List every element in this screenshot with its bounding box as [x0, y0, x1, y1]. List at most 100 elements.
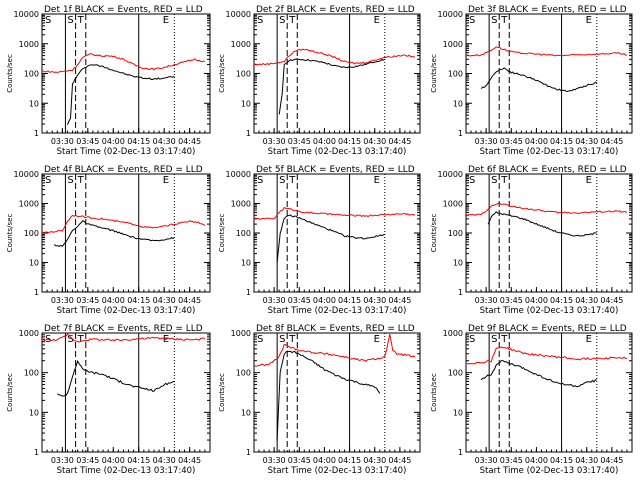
region-letter-e: E [163, 175, 169, 186]
y-tick-label: 1000 [231, 329, 251, 338]
x-axis-label: Start Time (02-Dec-13 03:17:40) [268, 147, 407, 157]
y-tick-label: 10000 [226, 170, 251, 179]
x-tick-label: 04:15 [127, 296, 150, 305]
x-tick-label: 03:45 [500, 456, 523, 465]
events-series-line [480, 67, 597, 93]
y-tick-label: 100 [24, 229, 39, 238]
region-letter-t: T [500, 175, 508, 186]
y-tick-label: 10000 [438, 170, 463, 179]
x-tick-label: 04:30 [153, 456, 176, 465]
region-letter-e: E [586, 175, 592, 186]
region-letter-e: E [586, 15, 592, 26]
y-axis-label: Counts/sec [218, 214, 226, 253]
panel-title: Det 9f BLACK = Events, RED = LLD [468, 324, 627, 334]
plot-frame [41, 13, 211, 134]
x-tick-label: 04:45 [388, 296, 411, 305]
y-tick-label: 1 [34, 288, 39, 297]
x-tick-label: 04:45 [600, 456, 623, 465]
x-tick-label: 04:30 [363, 456, 386, 465]
x-tick-label: 03:30 [263, 137, 286, 146]
x-tick-label: 04:15 [550, 137, 573, 146]
lld-series-line [465, 46, 628, 57]
x-tick-label: 04:15 [338, 296, 361, 305]
events-series-line [57, 360, 175, 397]
x-tick-label: 04:00 [102, 137, 125, 146]
y-tick-label: 1000 [443, 40, 463, 49]
plot-frame [253, 13, 421, 134]
y-axis-label: Counts/sec [6, 214, 14, 253]
region-letter-e: E [374, 15, 380, 26]
panel-title: Det 3f BLACK = Events, RED = LLD [468, 5, 627, 15]
region-letter-e: E [374, 175, 380, 186]
x-tick-label: 04:45 [388, 456, 411, 465]
y-tick-label: 10000 [14, 10, 39, 19]
x-axis-label: Start Time (02-Dec-13 03:17:40) [57, 147, 196, 157]
y-axis-label: Counts/sec [430, 54, 438, 93]
y-tick-label: 1 [458, 448, 463, 457]
y-tick-label: 100 [236, 369, 251, 378]
lld-series-line [465, 202, 628, 217]
x-tick-label: 04:30 [575, 137, 598, 146]
region-letter-t: T [77, 334, 85, 345]
region-letter-s: S [257, 334, 263, 345]
events-series-line [487, 211, 597, 237]
plot-frame [41, 332, 211, 453]
y-tick-label: 10 [453, 408, 463, 417]
region-letter-e: E [374, 334, 380, 345]
region-letter-s: S [469, 15, 475, 26]
y-tick-label: 100 [448, 229, 463, 238]
region-letter-s: S [491, 334, 497, 345]
events-series-line [480, 360, 597, 388]
y-tick-label: 1 [246, 448, 251, 457]
panel-title: Det 5f BLACK = Events, RED = LLD [256, 165, 415, 175]
panel-det-7f: Det 7f BLACK = Events, RED = LLD 1 10 100 10… [6, 324, 211, 476]
region-letter-s: S [45, 175, 51, 186]
plot-frame [253, 332, 421, 453]
panel-det-8f: Det 8f BLACK = Events, RED = LLD 1 10 100 10… [218, 324, 421, 476]
y-tick-label: 10 [453, 99, 463, 108]
region-letter-s: S [67, 175, 73, 186]
x-tick-label: 03:45 [288, 296, 311, 305]
x-tick-label: 04:15 [550, 296, 573, 305]
x-tick-label: 03:45 [288, 137, 311, 146]
plot-frame [465, 332, 633, 453]
y-tick-label: 1 [458, 288, 463, 297]
y-tick-label: 10000 [226, 10, 251, 19]
panel-det-4f: Det 4f BLACK = Events, RED = LLD 1 10 100 10… [6, 165, 211, 316]
x-axis-label: Start Time (02-Dec-13 03:17:40) [480, 147, 619, 157]
x-tick-label: 03:45 [76, 296, 99, 305]
y-tick-label: 10 [241, 99, 251, 108]
panel-det-5f: Det 5f BLACK = Events, RED = LLD 1 10 100 10… [218, 165, 421, 316]
y-axis-label: Counts/sec [430, 373, 438, 412]
y-tick-label: 100 [236, 229, 251, 238]
region-letter-s: S [257, 15, 263, 26]
x-tick-label: 03:30 [263, 456, 286, 465]
y-tick-label: 1000 [19, 200, 39, 209]
panel-title: Det 7f BLACK = Events, RED = LLD [44, 324, 203, 334]
lld-series-line [253, 333, 416, 367]
region-letter-s: S [279, 334, 285, 345]
plot-frame [253, 173, 421, 293]
region-letter-s: S [469, 334, 475, 345]
panel-title: Det 2f BLACK = Events, RED = LLD [256, 5, 415, 15]
x-axis-label: Start Time (02-Dec-13 03:17:40) [268, 306, 407, 316]
panel-title: Det 4f BLACK = Events, RED = LLD [44, 165, 203, 175]
x-tick-label: 03:30 [263, 296, 286, 305]
y-tick-label: 1 [34, 448, 39, 457]
lld-series-line [41, 214, 206, 234]
x-tick-label: 04:00 [525, 296, 548, 305]
y-axis-label: Counts/sec [218, 373, 226, 412]
y-tick-label: 100 [448, 70, 463, 79]
x-tick-label: 04:45 [178, 296, 201, 305]
events-series-line [278, 58, 386, 115]
y-tick-label: 10 [29, 99, 39, 108]
y-tick-label: 100 [236, 70, 251, 79]
x-tick-label: 03:30 [51, 296, 74, 305]
region-letter-t: T [288, 334, 296, 345]
x-tick-label: 04:30 [153, 137, 176, 146]
y-tick-label: 1000 [19, 40, 39, 49]
region-letter-t: T [500, 334, 508, 345]
panel-title: Det 8f BLACK = Events, RED = LLD [256, 324, 415, 334]
panel-title: Det 1f BLACK = Events, RED = LLD [44, 5, 203, 15]
